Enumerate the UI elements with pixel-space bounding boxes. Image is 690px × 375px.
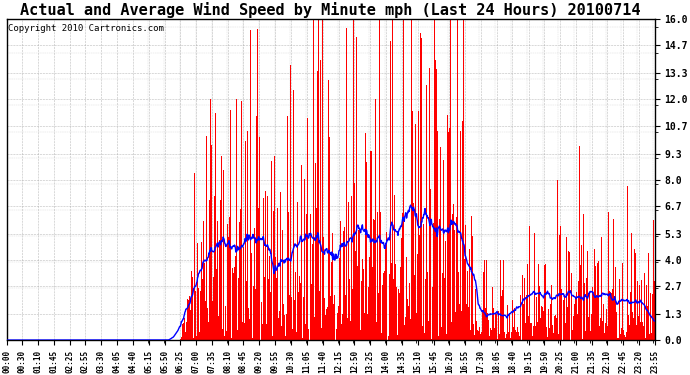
Title: Actual and Average Wind Speed by Minute mph (Last 24 Hours) 20100714: Actual and Average Wind Speed by Minute … [21, 2, 641, 18]
Text: Copyright 2010 Cartronics.com: Copyright 2010 Cartronics.com [8, 24, 164, 33]
